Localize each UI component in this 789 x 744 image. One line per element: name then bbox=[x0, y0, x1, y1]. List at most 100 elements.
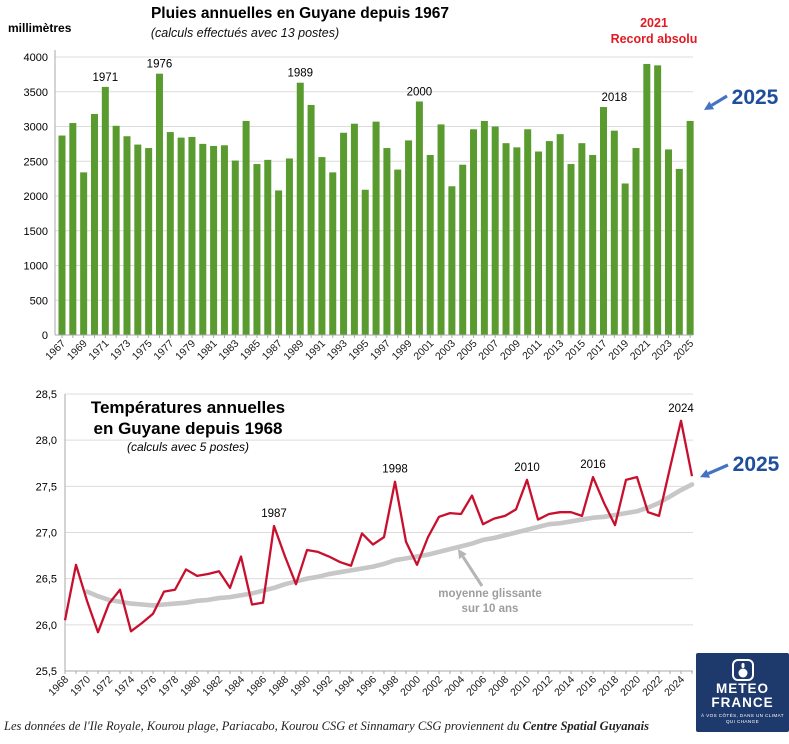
rain-chart-title: Pluies annuelles en Guyane depuis 1967 bbox=[150, 5, 450, 22]
bar-1989 bbox=[296, 82, 304, 335]
rain-x-tick-label: 2017 bbox=[585, 338, 610, 363]
temp-x-tick-label: 2002 bbox=[420, 674, 445, 699]
peak-year-label: 1998 bbox=[382, 464, 408, 476]
bar-2006 bbox=[480, 120, 488, 335]
bar-1994 bbox=[350, 123, 358, 335]
temp-x-tick-label: 1980 bbox=[178, 674, 203, 699]
rain-x-tick-label: 2001 bbox=[411, 338, 436, 363]
moving-average-line bbox=[84, 482, 695, 608]
bar-2024 bbox=[675, 168, 683, 335]
meteo-france-logo: METEO FRANCE À VOS CÔTÉS, DANS UN CLIMAT… bbox=[696, 653, 789, 732]
ma-arrow bbox=[461, 555, 484, 587]
rain-x-tick-label: 1995 bbox=[346, 338, 371, 363]
peak-year-label: 1989 bbox=[287, 68, 313, 80]
ma-label-line2: sur 10 ans bbox=[462, 603, 519, 615]
temp-chart-title-line2: en Guyane depuis 1968 bbox=[93, 418, 283, 438]
temp-x-tick-label: 1994 bbox=[332, 674, 357, 699]
temp-x-tick-label: 2014 bbox=[552, 674, 577, 699]
rain-x-tick-label: 1993 bbox=[325, 338, 350, 363]
rain-x-tick-label: 2003 bbox=[433, 338, 458, 363]
rain-y-tick-label: 2500 bbox=[24, 156, 48, 168]
temp-x-tick-label: 1990 bbox=[288, 674, 313, 699]
bar-1997 bbox=[383, 148, 391, 335]
rain-2025-callout: 2025 bbox=[732, 86, 779, 109]
bar-1982 bbox=[220, 145, 228, 335]
peak-year-label: 1987 bbox=[261, 508, 287, 520]
bar-1986 bbox=[264, 159, 272, 335]
temp-2025-arrow-head bbox=[700, 469, 711, 478]
temp-x-tick-label: 2024 bbox=[662, 674, 687, 699]
bar-2016 bbox=[589, 154, 597, 335]
bar-2009 bbox=[513, 147, 521, 335]
footnote-text: Les données de l'Ile Royale, Kourou plag… bbox=[4, 719, 523, 733]
bar-1967 bbox=[58, 135, 66, 335]
rain-x-tick-label: 1991 bbox=[303, 338, 328, 363]
rain-x-tick-label: 1969 bbox=[65, 338, 90, 363]
rain-x-tick-label: 2015 bbox=[563, 338, 588, 363]
record-label-year: 2021 bbox=[640, 16, 668, 30]
bar-2012 bbox=[545, 141, 553, 335]
temp-x-tick-label: 1972 bbox=[90, 674, 115, 699]
rain-y-tick-label: 500 bbox=[30, 295, 48, 307]
rain-x-tick-label: 1987 bbox=[260, 338, 285, 363]
bar-2003 bbox=[448, 186, 456, 335]
bar-2011 bbox=[535, 151, 543, 335]
peak-year-label: 2024 bbox=[668, 403, 694, 415]
peak-year-label: 2000 bbox=[407, 86, 433, 98]
temp-x-tick-label: 2016 bbox=[574, 674, 599, 699]
bar-2008 bbox=[502, 143, 510, 335]
bar-2007 bbox=[491, 126, 499, 335]
bar-2005 bbox=[470, 129, 478, 335]
rain-x-tick-label: 1973 bbox=[108, 338, 133, 363]
bar-2004 bbox=[459, 164, 467, 335]
bar-1972 bbox=[112, 125, 120, 336]
rain-2025-arrow-head bbox=[704, 101, 715, 110]
temp-y-tick-label: 27,0 bbox=[36, 528, 57, 540]
temp-x-tick-label: 2018 bbox=[596, 674, 621, 699]
annual-temperature-line bbox=[63, 419, 694, 634]
temp-x-tick-label: 1976 bbox=[134, 674, 159, 699]
temp-y-tick-label: 28,0 bbox=[36, 435, 57, 447]
temp-x-tick-label: 1988 bbox=[266, 674, 291, 699]
bar-1985 bbox=[253, 164, 261, 335]
peak-year-label: 1971 bbox=[93, 72, 119, 84]
bar-1996 bbox=[372, 121, 380, 335]
bar-1979 bbox=[188, 136, 196, 335]
temp-x-tick-label: 2006 bbox=[464, 674, 489, 699]
rain-y-tick-label: 1000 bbox=[24, 261, 48, 273]
bar-2010 bbox=[524, 129, 532, 335]
rain-y-axis-title: millimètres bbox=[8, 21, 72, 35]
temp-x-tick-label: 1974 bbox=[112, 674, 137, 699]
rain-x-tick-label: 1997 bbox=[368, 338, 393, 363]
bar-1973 bbox=[123, 136, 131, 335]
rain-x-tick-label: 2007 bbox=[476, 338, 501, 363]
rain-x-tick-label: 2023 bbox=[650, 338, 675, 363]
rain-2025-arrow bbox=[710, 94, 728, 107]
bar-1991 bbox=[318, 157, 326, 335]
bar-2018 bbox=[610, 130, 618, 335]
bar-1977 bbox=[166, 132, 174, 335]
rain-chart-subtitle: (calculs effectués avec 13 postes) bbox=[150, 26, 340, 40]
bar-1992 bbox=[329, 172, 337, 335]
rain-x-tick-label: 2005 bbox=[455, 338, 480, 363]
footnote-bold-text: Centre Spatial Guyanais bbox=[522, 719, 650, 733]
bar-1975 bbox=[145, 148, 153, 335]
rain-x-tick-label: 2013 bbox=[541, 338, 566, 363]
bar-1971 bbox=[101, 86, 109, 335]
peak-year-label: 1976 bbox=[147, 59, 173, 71]
temp-x-tick-label: 1978 bbox=[156, 674, 181, 699]
rain-x-tick-label: 2025 bbox=[671, 338, 696, 363]
rain-x-tick-label: 2021 bbox=[628, 338, 653, 363]
bar-2017 bbox=[600, 107, 607, 335]
peak-year-label: 2010 bbox=[514, 462, 540, 474]
bar-2001 bbox=[426, 154, 434, 335]
temp-chart-title-block: Températures annuelles en Guyane depuis … bbox=[62, 398, 314, 454]
bar-1981 bbox=[210, 145, 218, 335]
bar-2025 bbox=[686, 120, 694, 335]
bar-1988 bbox=[285, 158, 293, 335]
bar-2023 bbox=[664, 149, 672, 335]
bar-1990 bbox=[307, 104, 315, 335]
record-label-text: Record absolu bbox=[611, 32, 698, 46]
rain-bar-chart: 0500100015002000250030003500400019671969… bbox=[24, 16, 779, 363]
